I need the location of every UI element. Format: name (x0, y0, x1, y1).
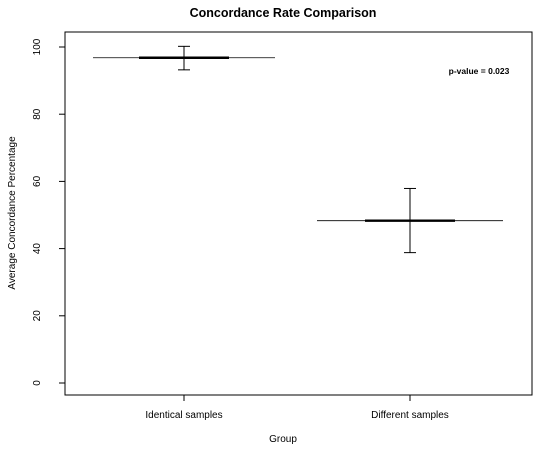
x-tick-label: Different samples (371, 410, 449, 421)
y-tick-label: 0 (32, 380, 43, 386)
x-tick-label: Identical samples (145, 410, 222, 421)
y-tick-label: 80 (32, 108, 43, 120)
x-axis: Identical samples Different samples (145, 395, 449, 421)
y-axis-label: Average Concordance Percentage (7, 136, 18, 290)
y-tick-label: 60 (32, 175, 43, 187)
plot-marks (93, 45, 503, 254)
y-tick-label: 20 (32, 310, 43, 322)
plot-frame (64, 31, 533, 396)
x-axis-label: Group (269, 434, 297, 445)
y-tick-label: 40 (32, 243, 43, 255)
y-tick-label: 100 (32, 38, 43, 55)
chart-title: Concordance Rate Comparison (190, 6, 377, 20)
p-value-annotation: p-value = 0.023 (449, 66, 510, 76)
y-axis: 0 20 40 60 80 100 (32, 38, 65, 386)
